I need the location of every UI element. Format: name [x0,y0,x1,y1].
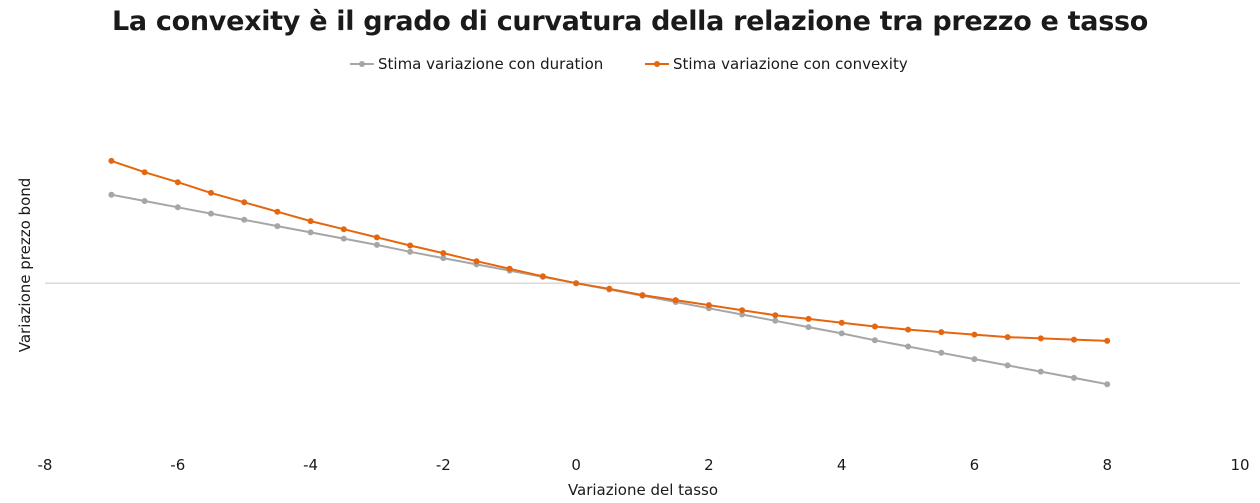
data-point [739,307,746,314]
data-point [672,297,679,304]
x-tick-label: -2 [436,456,451,474]
data-point [971,331,978,338]
data-point [539,273,546,280]
data-point [506,265,513,272]
x-tick-label: 6 [970,456,980,474]
data-point [639,292,646,299]
data-point [1071,336,1077,343]
legend-item-convexity: Stima variazione con convexity [645,55,908,73]
x-axis-label: Variazione del tasso [568,481,718,499]
data-point [407,248,414,255]
data-point [141,198,148,204]
data-point [1104,337,1111,344]
x-tick-label: 0 [571,456,581,474]
data-point [373,234,380,241]
data-point [1104,381,1111,388]
data-point [606,285,613,292]
x-tick-label: -4 [303,456,318,474]
chart-title: La convexity è il grado di curvatura del… [112,6,1148,37]
data-point [1004,334,1011,341]
data-point [274,223,281,230]
data-point [838,330,845,337]
legend-item-duration: Stima variazione con duration [350,55,603,73]
data-point [208,189,214,196]
data-point [373,241,380,248]
data-point [174,179,181,186]
data-point [141,169,148,176]
x-tick-label: -8 [38,456,53,474]
data-point [208,210,214,217]
data-point [573,280,580,287]
y-axis-label: Variazione prezzo bond [16,178,34,353]
data-point [1004,362,1011,369]
data-point [241,216,248,223]
data-point [1037,335,1044,342]
data-point [705,302,712,309]
data-point [108,157,115,164]
data-point [739,311,746,318]
data-point [108,191,115,198]
data-point [440,250,447,257]
data-point [938,329,945,336]
data-point [772,312,779,319]
data-point [905,326,912,333]
data-point [407,242,414,249]
x-tick-label: 2 [704,456,714,474]
series-convexity [108,157,1111,344]
data-point [174,204,181,211]
legend-label-duration: Stima variazione con duration [378,55,603,73]
data-point [340,226,347,233]
data-point [838,319,845,326]
x-tick-label: 4 [837,456,847,474]
x-tick-label: 8 [1102,456,1112,474]
legend: Stima variazione con duration Stima vari… [350,55,908,73]
data-point [971,356,978,363]
data-point [1037,368,1044,375]
data-point [938,349,945,356]
data-point [307,218,314,225]
data-point [241,199,248,206]
x-tick-label: -6 [170,456,185,474]
data-point [274,208,281,215]
legend-label-convexity: Stima variazione con convexity [673,55,908,73]
series-layer [108,157,1111,388]
data-point [1071,374,1077,381]
data-point [871,323,878,330]
data-point [340,235,347,242]
data-point [772,317,779,324]
data-point [871,337,878,344]
data-point [440,255,447,262]
data-point [473,258,480,265]
data-point [905,343,912,350]
x-tick-label: 10 [1230,456,1249,474]
data-point [805,324,812,331]
x-axis-ticks: -8 -6 -4 -2 0 2 4 6 8 10 [38,456,1250,474]
data-point [307,229,314,236]
data-point [805,315,812,322]
series-line [111,159,1108,342]
